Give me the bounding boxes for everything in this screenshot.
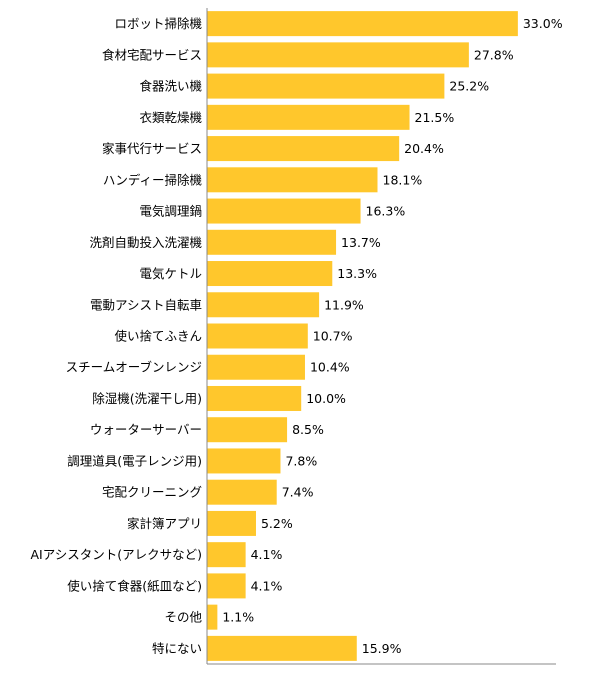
value-label: 8.5% bbox=[292, 422, 324, 437]
bar bbox=[207, 354, 305, 380]
value-label: 16.3% bbox=[366, 204, 406, 219]
category-label: 除湿機(洗濯干し用) bbox=[92, 391, 202, 406]
bar bbox=[207, 417, 288, 443]
category-label: 食材宅配サービス bbox=[102, 47, 202, 62]
bar bbox=[207, 385, 302, 411]
bar bbox=[207, 11, 518, 37]
value-label: 1.1% bbox=[222, 610, 254, 625]
value-label: 27.8% bbox=[474, 47, 514, 62]
value-label: 13.7% bbox=[341, 235, 381, 250]
bar bbox=[207, 104, 410, 130]
category-label: その他 bbox=[164, 610, 202, 625]
bar bbox=[207, 542, 246, 568]
value-label: 18.1% bbox=[383, 172, 423, 187]
bar bbox=[207, 604, 218, 630]
value-label: 5.2% bbox=[261, 516, 293, 531]
value-label: 4.1% bbox=[251, 547, 283, 562]
value-label: 7.4% bbox=[282, 485, 314, 500]
value-label: 20.4% bbox=[404, 141, 444, 156]
bar bbox=[207, 136, 400, 162]
category-label: 宅配クリーニング bbox=[102, 485, 202, 500]
value-labels-group: 33.0% 27.8% 25.2% 21.5% 20.4% 18.1% 16.3% 13.7%… bbox=[222, 16, 562, 656]
bar bbox=[207, 73, 445, 99]
category-label: AIアシスタント(アレクサなど) bbox=[31, 547, 203, 562]
category-label: ロボット掃除機 bbox=[114, 16, 202, 31]
category-label: スチームオーブンレンジ bbox=[66, 360, 202, 375]
bar bbox=[207, 479, 277, 505]
category-label: 調理道具(電子レンジ用) bbox=[67, 453, 202, 468]
value-label: 11.9% bbox=[324, 297, 364, 312]
value-label: 15.9% bbox=[362, 641, 402, 656]
value-label: 10.4% bbox=[310, 360, 350, 375]
value-label: 33.0% bbox=[523, 16, 563, 31]
category-labels-group: ロボット掃除機食材宅配サービス食器洗い機衣類乾燥機家事代行サービスハンディー掃除… bbox=[31, 16, 203, 656]
bar bbox=[207, 635, 357, 661]
bar bbox=[207, 167, 378, 193]
category-label: 電動アシスト自転車 bbox=[90, 297, 202, 312]
category-label: ウォーターサーバー bbox=[90, 422, 202, 437]
category-label: 使い捨てふきん bbox=[114, 329, 202, 344]
bar bbox=[207, 292, 320, 318]
category-label: 電気ケトル bbox=[139, 266, 202, 281]
bar bbox=[207, 573, 246, 599]
category-label: 使い捨て食器(紙皿など) bbox=[67, 578, 202, 593]
value-label: 13.3% bbox=[337, 266, 377, 281]
value-label: 10.0% bbox=[306, 391, 346, 406]
bar bbox=[207, 323, 308, 349]
category-label: 電気調理鍋 bbox=[139, 204, 202, 219]
value-label: 10.7% bbox=[313, 329, 353, 344]
bar bbox=[207, 448, 281, 474]
bar bbox=[207, 198, 361, 224]
category-label: ハンディー掃除機 bbox=[103, 172, 203, 187]
bar bbox=[207, 510, 256, 536]
bars-group bbox=[207, 11, 518, 661]
category-label: 家事代行サービス bbox=[102, 141, 202, 156]
category-label: 家計簿アプリ bbox=[127, 516, 202, 531]
category-label: 衣類乾燥機 bbox=[139, 110, 202, 125]
category-label: 食器洗い機 bbox=[139, 79, 202, 94]
value-label: 25.2% bbox=[449, 79, 489, 94]
value-label: 21.5% bbox=[415, 110, 455, 125]
bar bbox=[207, 42, 469, 68]
bar bbox=[207, 229, 337, 255]
value-label: 7.8% bbox=[285, 453, 317, 468]
category-label: 特にない bbox=[152, 641, 202, 656]
category-label: 洗剤自動投入洗濯機 bbox=[89, 235, 202, 250]
bar bbox=[207, 261, 333, 287]
value-label: 4.1% bbox=[251, 578, 283, 593]
